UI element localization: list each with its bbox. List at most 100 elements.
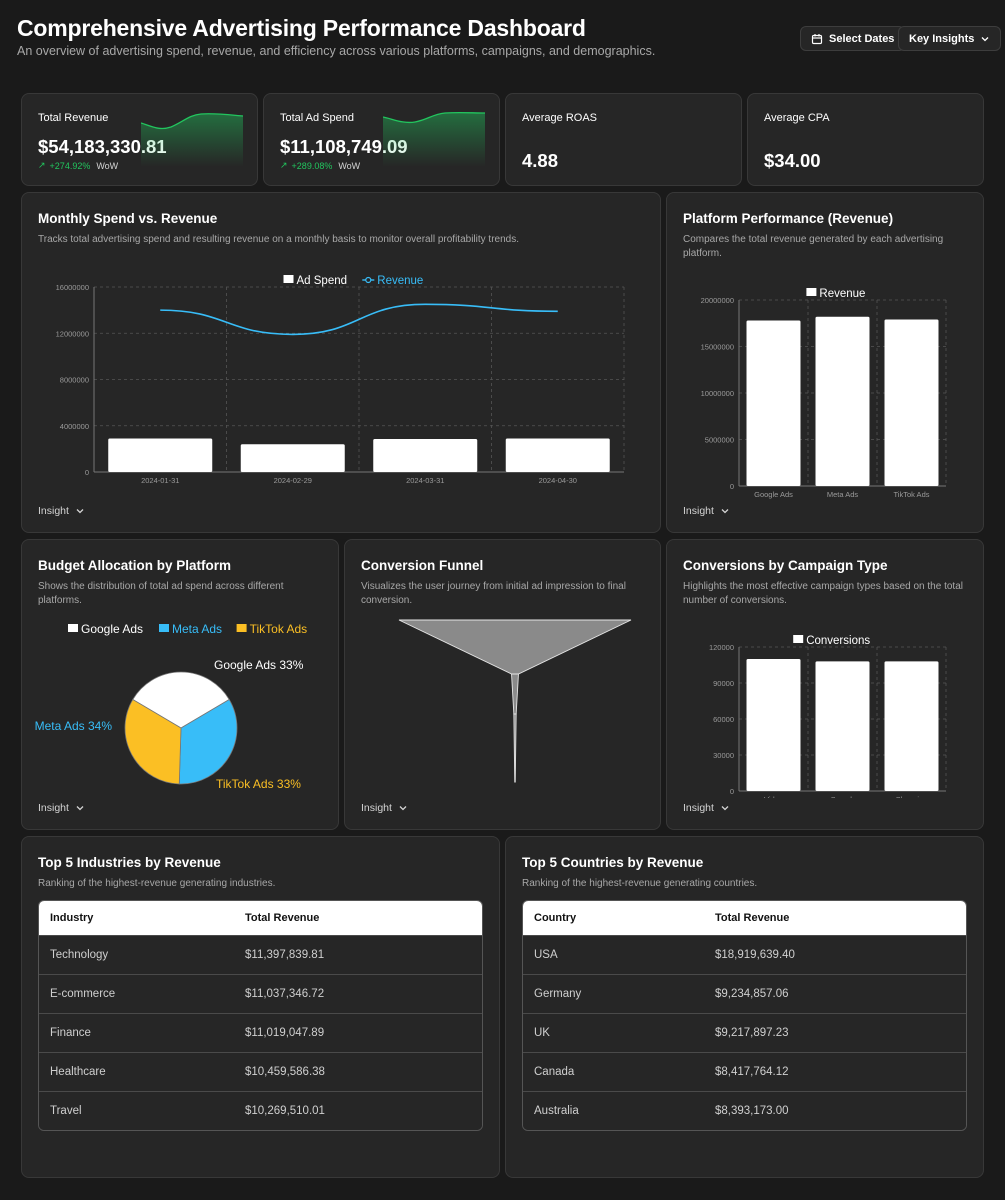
y-tick-label: 15000000 — [701, 343, 734, 352]
table-row: USA $18,919,639.40 — [523, 935, 966, 974]
calendar-icon — [811, 33, 823, 44]
x-tick-label: Video — [764, 795, 783, 798]
card-description: Ranking of the highest-revenue generatin… — [522, 878, 758, 889]
insight-toggle[interactable]: Insight — [38, 802, 85, 814]
legend-label: Google Ads — [81, 622, 143, 636]
table-row: Australia $8,393,173.00 — [523, 1091, 966, 1130]
table-cell: $9,234,857.06 — [715, 988, 789, 1000]
y-tick-label: 10000000 — [701, 389, 734, 398]
kpi-card-total-ad-spend: Total Ad Spend $11,108,749.09 ↗ +289.08%… — [263, 93, 500, 186]
table-row: UK $9,217,897.23 — [523, 1013, 966, 1052]
countries-table-card: Top 5 Countries by Revenue Ranking of th… — [505, 836, 984, 1178]
kpi-card-average-cpa: Average CPA $34.00 — [747, 93, 984, 186]
x-tick-label: Search — [831, 795, 855, 798]
y-tick-label: 12000000 — [56, 329, 89, 338]
card-title: Monthly Spend vs. Revenue — [38, 211, 218, 226]
legend-label: Revenue — [377, 275, 423, 287]
table-cell: Canada — [534, 1066, 575, 1078]
funnel-chart-card: Conversion Funnel Visualizes the user jo… — [344, 539, 661, 830]
kpi-label: Total Ad Spend — [280, 112, 355, 124]
table-row: Finance $11,019,047.89 — [39, 1013, 482, 1052]
card-title: Top 5 Countries by Revenue — [522, 855, 704, 870]
x-tick-label: Google Ads — [754, 490, 793, 499]
card-title: Conversions by Campaign Type — [683, 558, 888, 573]
table-cell: $8,417,764.12 — [715, 1066, 789, 1078]
y-tick-label: 0 — [730, 482, 734, 491]
y-tick-label: 120000 — [709, 643, 734, 652]
select-dates-label: Select Dates — [829, 32, 895, 45]
y-tick-label: 5000000 — [705, 436, 734, 445]
y-tick-label: 90000 — [713, 679, 734, 688]
table-cell: $11,397,839.81 — [245, 949, 325, 961]
budget-pie-chart: Google Ads Meta Ads TikTok Ads Google Ads 3… — [35, 622, 308, 791]
kpi-delta-period: WoW — [338, 160, 361, 171]
bar — [884, 319, 939, 486]
table-header: Country Total Revenue — [523, 901, 966, 935]
card-description: Compares the total revenue generated by … — [683, 234, 944, 259]
page-subtitle: An overview of advertising spend, revenu… — [17, 44, 656, 58]
y-tick-label: 8000000 — [60, 376, 89, 385]
insight-toggle[interactable]: Insight — [38, 505, 85, 517]
column-header: Total Revenue — [715, 912, 790, 924]
table-cell: Travel — [50, 1105, 82, 1117]
countries-table: Country Total Revenue USA $18,919,639.40 … — [522, 900, 967, 1131]
card-description: Visualizes the user journey from initial… — [361, 581, 626, 606]
y-tick-label: 20000000 — [701, 296, 734, 305]
column-header: Total Revenue — [245, 912, 320, 924]
card-title: Conversion Funnel — [361, 558, 484, 573]
bar — [505, 438, 610, 472]
kpi-delta: ↗ +289.08% WoW — [280, 160, 360, 171]
pie-label: Meta Ads 34% — [35, 719, 113, 733]
key-insights-button[interactable]: Key Insights — [898, 26, 1002, 51]
table-header: Industry Total Revenue — [39, 901, 482, 935]
x-tick-label: 2024-03-31 — [406, 476, 444, 485]
y-tick-label: 60000 — [713, 715, 734, 724]
revenue-line — [160, 303, 558, 336]
insight-toggle[interactable]: Insight — [683, 505, 730, 517]
insight-toggle[interactable]: Insight — [361, 802, 408, 814]
kpi-delta-value: +274.92% — [49, 160, 91, 171]
kpi-label: Average CPA — [764, 112, 830, 124]
x-tick-label: TikTok Ads — [894, 490, 930, 499]
bar — [746, 659, 801, 791]
table-row: E-commerce $11,037,346.72 — [39, 974, 482, 1013]
sparkline-revenue — [141, 113, 243, 167]
table-cell: UK — [534, 1027, 550, 1039]
chevron-down-icon — [399, 806, 407, 811]
chevron-down-icon — [721, 806, 729, 811]
table-cell: Finance — [50, 1027, 91, 1039]
bar — [240, 444, 345, 472]
kpi-value: $34.00 — [764, 150, 821, 171]
x-tick-label: 2024-01-31 — [141, 476, 179, 485]
arrow-up-right-icon: ↗ — [38, 160, 46, 170]
industries-table: Industry Total Revenue Technology $11,397… — [38, 900, 483, 1131]
legend-swatch — [806, 288, 817, 296]
table-cell: $11,019,047.89 — [245, 1027, 325, 1039]
key-insights-label: Key Insights — [909, 32, 975, 45]
legend-swatch — [793, 635, 804, 643]
kpi-label: Total Revenue — [38, 112, 109, 124]
industries-table-card: Top 5 Industries by Revenue Ranking of t… — [21, 836, 500, 1178]
page-title: Comprehensive Advertising Performance Da… — [17, 15, 586, 41]
pie-slice — [124, 698, 182, 785]
insight-label: Insight — [38, 505, 69, 517]
funnel-stage — [513, 713, 517, 783]
table-cell: Healthcare — [50, 1066, 106, 1078]
legend-swatch — [236, 624, 247, 632]
x-tick-label: Shopping — [896, 795, 928, 798]
kpi-label: Average ROAS — [522, 112, 598, 124]
bar — [108, 438, 213, 472]
select-dates-button[interactable]: Select Dates — [800, 26, 906, 51]
card-description: Shows the distribution of total ad spend… — [38, 581, 284, 606]
funnel-stage — [511, 673, 519, 715]
pie-slice — [178, 698, 238, 785]
y-tick-label: 0 — [85, 468, 89, 477]
platform-chart: 0 5000000 10000000 15000000 20000000 Google A… — [701, 288, 947, 499]
y-tick-label: 0 — [730, 787, 734, 796]
budget-chart-card: Budget Allocation by Platform Shows the … — [21, 539, 339, 830]
insight-toggle[interactable]: Insight — [683, 802, 730, 814]
legend-label: Revenue — [819, 288, 865, 300]
table-row: Canada $8,417,764.12 — [523, 1052, 966, 1091]
table-row: Healthcare $10,459,586.38 — [39, 1052, 482, 1091]
table-row: Travel $10,269,510.01 — [39, 1091, 482, 1130]
